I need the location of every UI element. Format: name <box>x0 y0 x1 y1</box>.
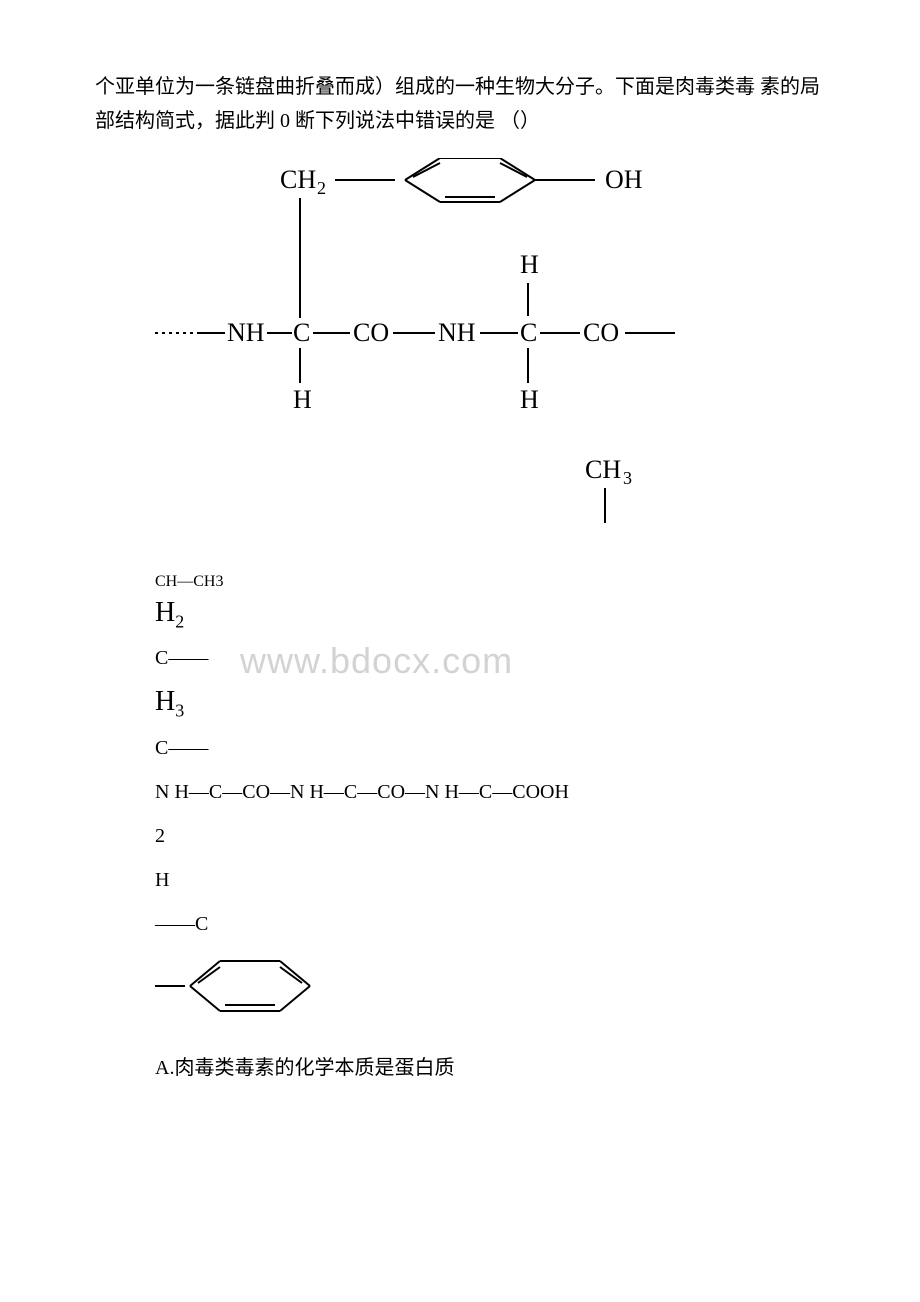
svg-text:3: 3 <box>623 468 632 488</box>
h-text: H <box>155 858 825 902</box>
intro-text: 个亚单位为一条链盘曲折叠而成）组成的一种生物大分子。下面是肉毒类毒 素的局部结构… <box>95 70 825 138</box>
svg-text:NH: NH <box>227 318 265 347</box>
benzene-small-diagram <box>155 951 825 1026</box>
svg-text:CO: CO <box>583 318 619 347</box>
chemical-diagram-1: CH 2 OH H NH C <box>155 158 825 563</box>
svg-text:2: 2 <box>317 178 326 198</box>
two-text: 2 <box>155 814 825 858</box>
svg-text:C: C <box>293 318 310 347</box>
svg-text:C: C <box>520 318 537 347</box>
svg-text:NH: NH <box>438 318 476 347</box>
h2-formula: H2 <box>155 591 825 636</box>
svg-text:H: H <box>520 385 539 414</box>
h3-formula: H3 <box>155 680 825 725</box>
svg-text:OH: OH <box>605 165 643 194</box>
svg-text:CH: CH <box>585 455 621 484</box>
c-dash-2: C—— <box>155 726 825 770</box>
chain-text: N H—C—CO—N H—C—CO—N H—C—COOH <box>155 770 825 814</box>
svg-text:CH: CH <box>280 165 316 194</box>
dash-c-text: ——C <box>155 902 825 946</box>
ch-ch3-text: CH—CH3 <box>155 573 825 591</box>
c-dash-1: C—— <box>155 636 825 680</box>
svg-text:H: H <box>293 385 312 414</box>
svg-text:H: H <box>520 250 539 279</box>
svg-text:CO: CO <box>353 318 389 347</box>
option-a: A.肉毒类毒素的化学本质是蛋白质 <box>155 1051 825 1080</box>
